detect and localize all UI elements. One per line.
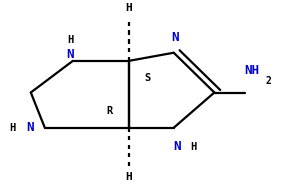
Text: H: H: [126, 172, 132, 182]
Text: N: N: [27, 121, 34, 134]
Text: N: N: [66, 48, 74, 61]
Text: H: H: [190, 142, 197, 152]
Text: R: R: [106, 106, 112, 116]
Text: S: S: [145, 73, 151, 83]
Text: H: H: [126, 3, 132, 13]
Text: N: N: [174, 140, 181, 153]
Text: H: H: [9, 123, 16, 133]
Text: N: N: [171, 31, 179, 44]
Text: 2: 2: [266, 76, 271, 86]
Text: H: H: [67, 35, 73, 45]
Text: NH: NH: [244, 64, 259, 77]
